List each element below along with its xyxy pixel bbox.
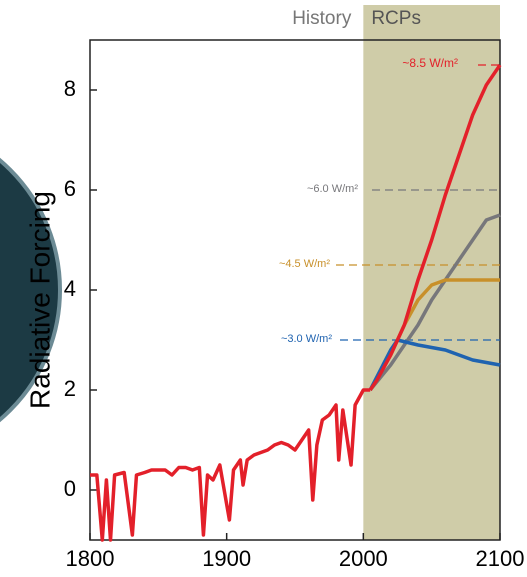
decoration <box>0 157 62 423</box>
series-label: ~4.5 W/m² <box>279 258 330 270</box>
y-tick-label: 6 <box>64 176 76 201</box>
series-line <box>368 213 501 392</box>
y-tick-label: 4 <box>64 276 76 301</box>
series-label: ~6.0 W/m² <box>307 183 358 195</box>
series-line <box>90 388 371 542</box>
series-label: ~8.5 W/m² <box>402 56 458 70</box>
region <box>363 5 500 540</box>
y-tick-label: 0 <box>64 476 76 501</box>
series-line <box>368 338 501 391</box>
x-tick-label: 1800 <box>66 546 115 571</box>
y-tick-label: 8 <box>64 76 76 101</box>
x-tick-label: 2000 <box>339 546 388 571</box>
y-axis-label: Radiative Forcing <box>24 191 55 409</box>
region-label: RCPs <box>371 8 421 29</box>
x-tick-label: 2100 <box>476 546 525 571</box>
y-tick-label: 2 <box>64 376 76 401</box>
region-label: History <box>292 8 352 29</box>
series-line <box>368 64 502 391</box>
x-tick-label: 1900 <box>202 546 251 571</box>
series-label: ~3.0 W/m² <box>281 333 332 345</box>
